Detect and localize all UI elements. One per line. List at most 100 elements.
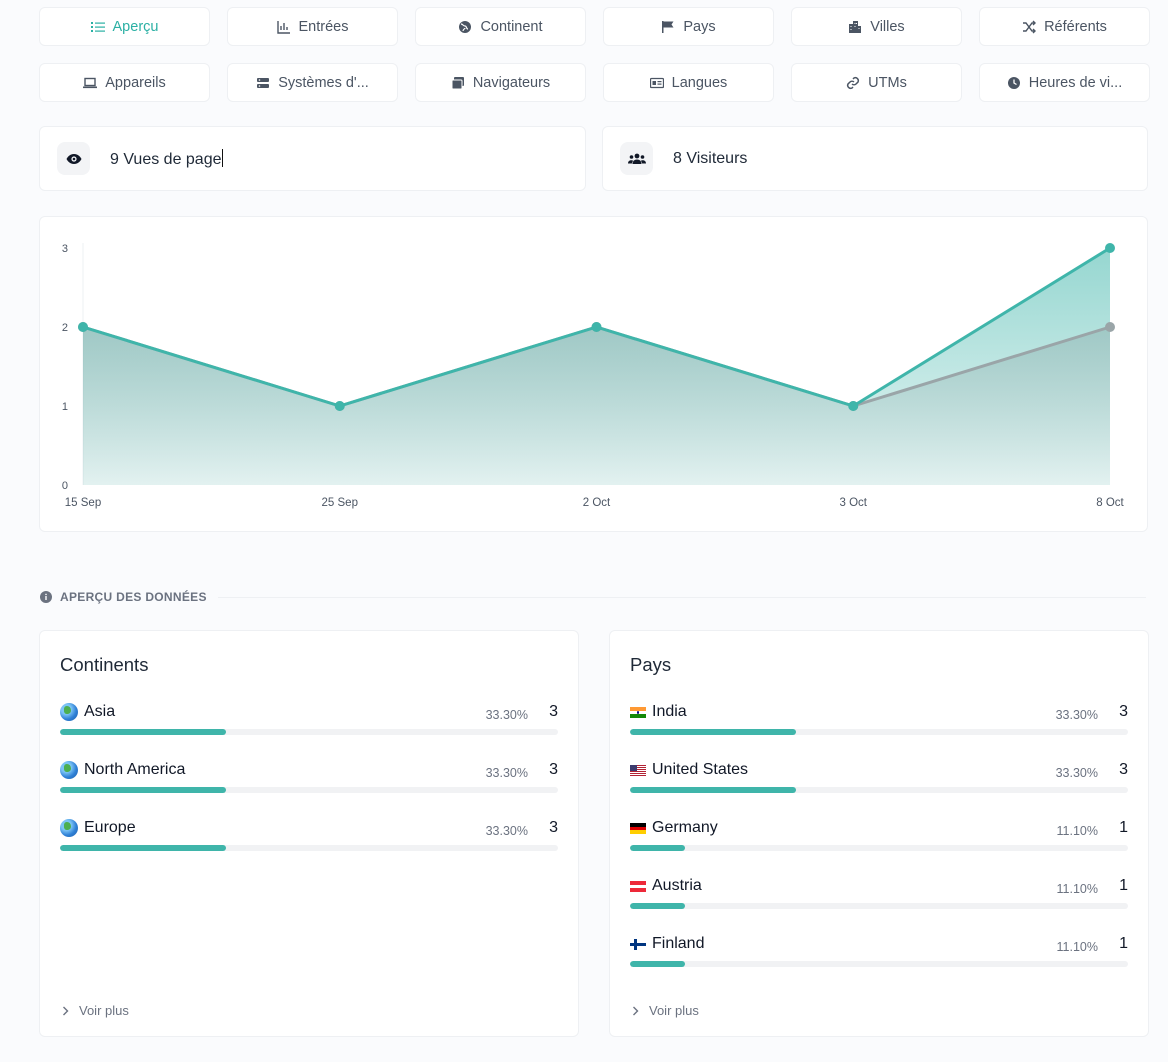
progress-bar: [60, 845, 558, 851]
id-card-icon: [649, 76, 664, 90]
item-count: 1: [1119, 819, 1128, 836]
item-count: 3: [549, 761, 558, 778]
item-percentage: 33.30%: [1055, 766, 1098, 780]
tab-label: Pays: [683, 18, 716, 35]
countries-see-more[interactable]: Voir plus: [632, 1003, 699, 1018]
item-count: 3: [549, 819, 558, 836]
globe-icon: [458, 20, 472, 34]
tab-label: Systèmes d'...: [278, 74, 369, 91]
tab-bar: Aperçu Entrées Continent Pays Villes Réf…: [39, 7, 1150, 102]
continents-see-more[interactable]: Voir plus: [62, 1003, 129, 1018]
series-0-point: [78, 322, 88, 332]
item-count: 1: [1119, 877, 1128, 894]
progress-fill: [60, 845, 226, 851]
chevron-right-icon: [633, 1006, 639, 1015]
x-tick-label: 2 Oct: [583, 497, 611, 509]
progress-bar: [630, 787, 1128, 793]
item-percentage: 11.10%: [1056, 882, 1098, 896]
item-count: 3: [549, 703, 558, 720]
globe-icon: [60, 761, 78, 779]
tab-label: Continent: [480, 18, 543, 35]
list-item[interactable]: Asia 33.30% 3: [60, 703, 558, 743]
list-item[interactable]: India 33.30% 3: [630, 703, 1128, 743]
progress-bar: [630, 961, 1128, 967]
eye-icon: [57, 142, 90, 175]
tab-label: Entrées: [298, 18, 349, 35]
list-item[interactable]: United States 33.30% 3: [630, 761, 1128, 801]
tab-entries[interactable]: Entrées: [227, 7, 398, 46]
progress-fill: [630, 903, 686, 909]
list-item[interactable]: Austria 11.10% 1: [630, 877, 1128, 917]
visitors-stat[interactable]: 8 Visiteurs: [602, 126, 1148, 191]
item-percentage: 33.30%: [1055, 708, 1098, 722]
tab-label: Langues: [671, 74, 728, 91]
item-name: United States: [630, 761, 748, 779]
item-percentage: 33.30%: [485, 708, 528, 722]
progress-bar: [630, 903, 1128, 909]
tab-country[interactable]: Pays: [603, 7, 774, 46]
series-0-point: [1105, 243, 1115, 253]
x-tick-label: 3 Oct: [840, 497, 868, 509]
tab-cities[interactable]: Villes: [791, 7, 962, 46]
progress-fill: [630, 729, 796, 735]
x-tick-label: 15 Sep: [65, 497, 101, 509]
globe-icon: [60, 819, 78, 837]
tab-visit-hours[interactable]: Heures de vi...: [979, 63, 1150, 102]
series-0-point: [591, 322, 602, 332]
progress-fill: [630, 961, 686, 967]
list-item[interactable]: Europe 33.30% 3: [60, 819, 558, 859]
progress-fill: [630, 845, 686, 851]
link-icon: [846, 76, 860, 90]
item-count: 3: [1119, 761, 1128, 778]
data-overview-heading: APERÇU DES DONNÉES: [40, 590, 207, 604]
pageviews-chart: 0 1 2 3 15 Sep 25 Sep 2 Oct 3 Oct 8 Oct: [62, 243, 1125, 509]
tab-devices[interactable]: Appareils: [39, 63, 210, 102]
countries-panel: Pays India 33.30% 3 United States 33.30% 3 Ger…: [609, 630, 1149, 1037]
us-flag-icon: [630, 764, 646, 776]
progress-fill: [630, 787, 796, 793]
tab-label: UTMs: [868, 74, 907, 91]
list-item[interactable]: North America 33.30% 3: [60, 761, 558, 801]
users-icon: [620, 142, 653, 175]
tab-languages[interactable]: Langues: [603, 63, 774, 102]
chevron-right-icon: [63, 1006, 69, 1015]
list-item[interactable]: Germany 11.10% 1: [630, 819, 1128, 859]
tab-label: Appareils: [105, 74, 166, 91]
visitors-label: 8 Visiteurs: [673, 149, 748, 167]
tab-label: Navigateurs: [472, 74, 551, 91]
y-tick-label: 0: [62, 480, 68, 492]
progress-fill: [60, 729, 226, 735]
tab-label: Référents: [1044, 18, 1107, 35]
text-caret: [221, 148, 223, 167]
item-percentage: 11.10%: [1056, 824, 1098, 838]
globe-icon: [60, 703, 78, 721]
tab-overview[interactable]: Aperçu: [39, 7, 210, 46]
tab-continent[interactable]: Continent: [415, 7, 586, 46]
server-icon: [256, 76, 270, 90]
clock-icon: [1007, 76, 1021, 90]
tab-os[interactable]: Systèmes d'...: [227, 63, 398, 102]
continents-panel: Continents Asia 33.30% 3 North America 33.30…: [39, 630, 579, 1037]
at-flag-icon: [630, 880, 646, 892]
continents-title: Continents: [60, 654, 149, 675]
tab-utms[interactable]: UTMs: [791, 63, 962, 102]
tab-label: Villes: [870, 18, 905, 35]
series-0-point: [334, 401, 345, 411]
laptop-icon: [83, 76, 98, 90]
item-name: Asia: [60, 703, 115, 721]
list-item[interactable]: Finland 11.10% 1: [630, 935, 1128, 975]
see-more-label: Voir plus: [79, 1003, 129, 1018]
bar-chart-icon: [276, 20, 291, 34]
pageviews-label: 9 Vues de page: [110, 148, 223, 168]
building-icon: [848, 20, 862, 34]
progress-bar: [60, 729, 558, 735]
tab-referrers[interactable]: Référents: [979, 7, 1150, 46]
item-name: North America: [60, 761, 185, 779]
pageviews-stat[interactable]: 9 Vues de page: [39, 126, 586, 191]
y-tick-label: 2: [62, 322, 68, 334]
tab-browsers[interactable]: Navigateurs: [415, 63, 586, 102]
series-1-area: [83, 327, 1110, 485]
item-name: India: [630, 703, 687, 721]
tab-label: Heures de vi...: [1028, 74, 1123, 91]
de-flag-icon: [630, 822, 646, 834]
